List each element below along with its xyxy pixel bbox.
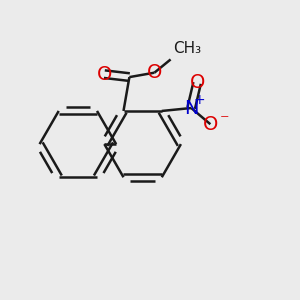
Text: O: O <box>203 115 218 134</box>
Text: O: O <box>97 65 112 84</box>
Text: ⁻: ⁻ <box>220 112 229 130</box>
Text: +: + <box>194 93 205 107</box>
Text: CH₃: CH₃ <box>174 41 202 56</box>
Text: O: O <box>147 63 162 82</box>
Text: O: O <box>189 74 205 92</box>
Text: N: N <box>184 98 199 118</box>
